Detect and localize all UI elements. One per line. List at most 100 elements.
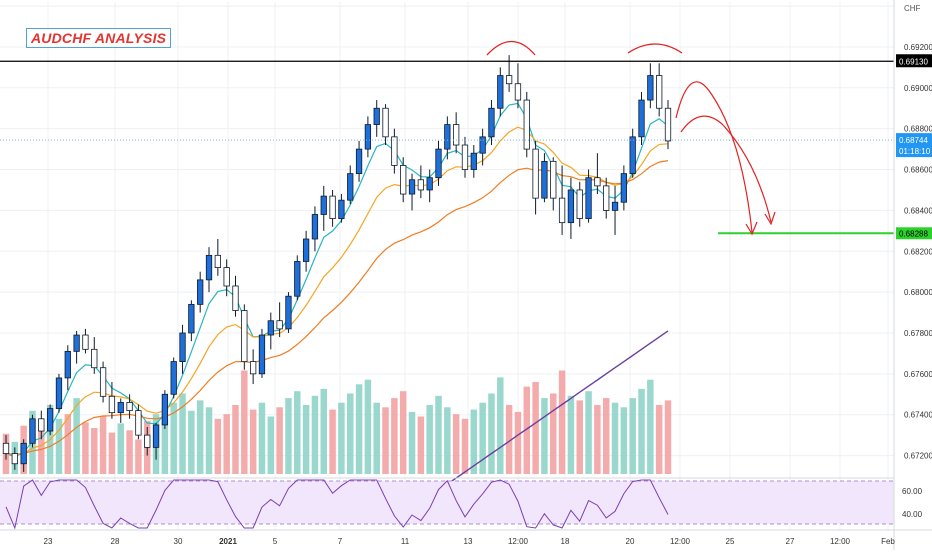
volume-bar	[135, 439, 142, 474]
price-levels	[0, 60, 894, 235]
arrowhead-2	[764, 211, 776, 226]
candle-body	[197, 279, 204, 305]
candle-body	[205, 254, 213, 281]
price-tick-label: 0.68400	[904, 206, 932, 215]
time-tick-label: 25	[726, 537, 735, 546]
projection-arrow-1	[675, 81, 753, 233]
volume-bar	[241, 370, 248, 474]
candle-body	[294, 261, 301, 297]
time-tick-label: 2021	[219, 537, 237, 546]
candle-body	[638, 99, 645, 138]
volume-bar	[347, 393, 354, 474]
candle-body	[338, 199, 345, 219]
ma-mid-line	[5, 126, 669, 456]
volume-bar	[488, 393, 495, 474]
volume-bar	[267, 416, 275, 474]
volume-bar	[382, 407, 389, 474]
candle-body	[347, 173, 354, 201]
candle-body	[161, 393, 169, 426]
volume-bar	[417, 416, 425, 474]
last-price-label: 0.68744	[899, 136, 928, 145]
candle-body	[567, 189, 575, 224]
candle-body	[38, 418, 45, 432]
price-tick-label: 0.68600	[904, 166, 932, 175]
candle-body	[611, 201, 619, 211]
candle-body	[73, 334, 80, 352]
candle-body	[2, 442, 10, 454]
candle-body	[532, 148, 539, 199]
volume-bar	[91, 428, 98, 474]
time-tick-label: 11	[401, 537, 410, 546]
candle-body	[488, 107, 495, 138]
time-tick-label: 23	[44, 537, 53, 546]
candle-body	[285, 295, 292, 330]
volume-bar	[638, 388, 645, 474]
volume-bar	[364, 379, 372, 474]
volume-bar	[514, 411, 522, 474]
volume-bar	[108, 432, 116, 474]
volume-bar	[620, 407, 628, 474]
price-tick-label: 0.67600	[904, 370, 932, 379]
candle-body	[355, 148, 363, 175]
candle-body	[250, 361, 257, 375]
volume-bar	[126, 430, 133, 474]
time-tick-label: 7	[338, 537, 343, 546]
candle-body	[603, 185, 610, 211]
volume-bar	[355, 384, 363, 474]
price-tick-label: 0.69200	[904, 43, 932, 52]
volume-bar	[161, 407, 169, 474]
volume-bar	[664, 400, 672, 474]
candle-body	[541, 160, 548, 199]
candle-body	[594, 177, 601, 187]
volume-bar	[55, 418, 63, 474]
volume-bar	[170, 402, 177, 474]
volume-bar	[470, 409, 478, 474]
time-tick-label: 18	[561, 537, 570, 546]
volume-bar	[655, 405, 663, 474]
volume-bar	[602, 398, 610, 474]
currency-label: CHF	[904, 4, 921, 13]
time-tick-label: Feb	[881, 537, 895, 546]
candle-body	[329, 195, 336, 219]
rsi-line	[5, 479, 669, 530]
price-tick-label: 0.67200	[904, 452, 932, 461]
candle-body	[241, 310, 248, 362]
volume-bar	[276, 407, 283, 474]
candle-body	[214, 254, 221, 269]
ma-slow-line	[5, 160, 669, 455]
volume-bar	[647, 379, 654, 474]
volume-bar	[594, 405, 601, 474]
candle-body	[620, 173, 628, 203]
volume-bar	[205, 407, 213, 474]
rsi-level-label: 60.00	[902, 487, 923, 496]
candle-layer	[2, 55, 672, 472]
volume-bar	[541, 398, 548, 474]
volume-bar	[497, 377, 504, 474]
candle-body	[99, 367, 107, 397]
price-tick-label: 0.68200	[904, 247, 932, 256]
candle-body	[444, 124, 451, 150]
volume-bar	[249, 409, 257, 474]
time-tick-label: 30	[174, 537, 183, 546]
candle-body	[470, 152, 477, 170]
arrowhead-1	[745, 221, 758, 236]
volume-bar	[391, 398, 398, 474]
volume-bar	[311, 395, 319, 474]
volume-bar	[329, 409, 336, 474]
volume-bar	[64, 414, 72, 474]
price-tick-label: 0.67400	[904, 411, 932, 420]
candle-body	[514, 83, 522, 101]
countdown-label: 01:18:10	[899, 147, 931, 156]
volume-bar	[576, 400, 583, 474]
candle-body	[523, 99, 530, 150]
volume-bar	[426, 405, 433, 474]
volume-bar	[444, 407, 451, 474]
candle-body	[311, 214, 319, 240]
volume-bar	[558, 370, 566, 474]
price-tick-label: 0.69000	[904, 84, 932, 93]
volume-bar	[567, 395, 575, 474]
volume-bar	[258, 402, 266, 474]
candle-body	[497, 75, 504, 109]
candle-body	[179, 332, 186, 362]
